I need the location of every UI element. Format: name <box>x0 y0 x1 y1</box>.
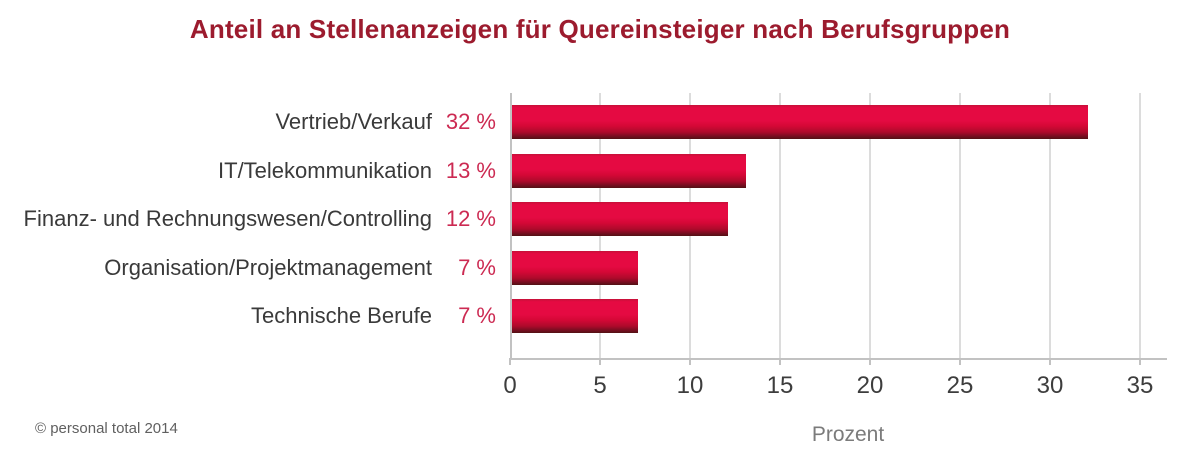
y-axis-line <box>510 93 512 358</box>
chart-title: Anteil an Stellenanzeigen für Quereinste… <box>189 14 1011 44</box>
x-axis-tick-label: 5 <box>593 372 607 399</box>
category-label: Organisation/Projektmanagement <box>104 255 432 280</box>
x-axis-tick-label: 0 <box>503 372 517 399</box>
value-label: 7 % <box>458 303 496 328</box>
value-label: 13 % <box>445 158 496 183</box>
value-label: 7 % <box>458 255 496 280</box>
x-axis-tick <box>1049 358 1051 365</box>
x-axis-tick-label: 25 <box>946 372 974 399</box>
x-axis-line <box>510 358 1167 360</box>
x-axis-tick <box>779 358 781 365</box>
x-axis-tick <box>1139 358 1141 365</box>
bar <box>512 202 728 236</box>
x-axis-tick-label: 15 <box>766 372 794 399</box>
gridline <box>1139 93 1141 358</box>
x-axis-tick <box>509 358 511 365</box>
x-axis-tick-label: 30 <box>1036 372 1064 399</box>
x-axis-tick <box>869 358 871 365</box>
bar <box>512 154 746 188</box>
x-axis-tick <box>959 358 961 365</box>
category-label: Vertrieb/Verkauf <box>275 109 432 134</box>
bar <box>512 251 638 285</box>
x-axis-tick-label: 35 <box>1126 372 1154 399</box>
gridline <box>779 93 781 358</box>
x-axis-tick <box>599 358 601 365</box>
x-axis-title: Prozent <box>811 423 885 446</box>
bar <box>512 105 1088 139</box>
value-label: 12 % <box>445 206 496 231</box>
x-axis-tick-label: 20 <box>856 372 884 399</box>
category-label: Finanz- und Rechnungswesen/Controlling <box>23 206 432 231</box>
copyright-note: © personal total 2014 <box>35 420 178 437</box>
gridline <box>959 93 961 358</box>
gridline <box>1049 93 1051 358</box>
x-axis-tick <box>689 358 691 365</box>
category-label: Technische Berufe <box>251 303 432 328</box>
x-axis-tick-label: 10 <box>676 372 704 399</box>
value-label: 32 % <box>445 109 496 134</box>
category-label: IT/Telekommunikation <box>218 158 432 183</box>
bar <box>512 299 638 333</box>
gridline <box>869 93 871 358</box>
